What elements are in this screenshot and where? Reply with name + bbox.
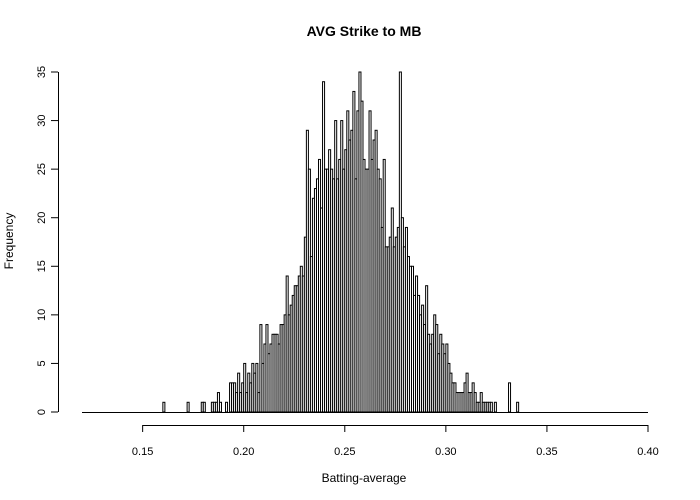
histogram-bars xyxy=(82,71,648,413)
y-tick-label: 10 xyxy=(36,309,48,321)
y-tick-label: 25 xyxy=(36,163,48,175)
y-tick-label: 5 xyxy=(36,360,48,366)
histogram-bar xyxy=(508,382,512,413)
y-axis-label: Frequency xyxy=(2,213,16,270)
y-tick-label: 30 xyxy=(36,114,48,126)
x-tick-label: 0.25 xyxy=(334,446,355,458)
histogram-bar xyxy=(202,401,206,413)
y-axis: 0 5 10 15 20 25 30 35 xyxy=(36,66,59,415)
x-tick-label: 0.20 xyxy=(233,446,254,458)
y-tick-label: 35 xyxy=(36,66,48,78)
histogram-bar xyxy=(516,401,520,413)
x-tick-label: 0.15 xyxy=(132,446,153,458)
histogram-bar xyxy=(162,401,166,413)
x-axis: 0.15 0.20 0.25 0.30 0.35 0.40 xyxy=(132,425,659,458)
histogram-bar xyxy=(493,401,497,413)
x-tick-label: 0.35 xyxy=(536,446,557,458)
y-tick-label: 0 xyxy=(36,409,48,415)
histogram-bar xyxy=(186,401,190,413)
x-tick-label: 0.40 xyxy=(637,446,658,458)
x-axis-label: Batting-average xyxy=(322,471,407,485)
histogram-bar xyxy=(489,401,493,413)
y-tick-label: 20 xyxy=(36,212,48,224)
histogram-bar xyxy=(225,401,229,413)
histogram-bar xyxy=(218,401,222,413)
y-tick-label: 15 xyxy=(36,260,48,272)
x-tick-label: 0.30 xyxy=(435,446,456,458)
chart-title: AVG Strike to MB xyxy=(307,23,422,39)
